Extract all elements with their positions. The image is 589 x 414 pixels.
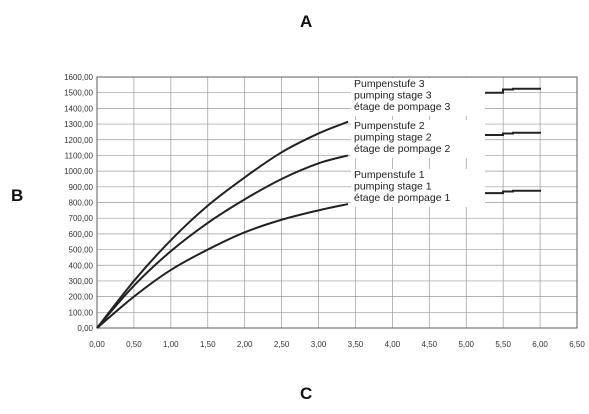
- curve-stage-1: [96, 203, 349, 329]
- x-tick-label: 1,00: [163, 340, 179, 349]
- x-tick-labels: 0,00 0,50 1,00 1,50 2,00 2,50 3,00 3,50 4,00 4,50…: [89, 340, 585, 349]
- y-tick-label: 1500,00: [64, 89, 93, 98]
- x-tick-label: 5,00: [458, 340, 474, 349]
- x-tick-label: 6,50: [569, 340, 585, 349]
- x-tick-label: 0,00: [89, 340, 105, 349]
- y-tick-label: 100,00: [69, 308, 94, 317]
- y-tick-label: 900,00: [69, 183, 94, 192]
- legend-box: [351, 120, 485, 158]
- y-tick-label: 1400,00: [64, 104, 93, 113]
- y-tick-label: 1300,00: [64, 120, 93, 129]
- x-tick-label: 2,00: [237, 340, 253, 349]
- legend-sample-line: [485, 87, 541, 94]
- x-tick-label: 4,50: [422, 340, 438, 349]
- top-axis-letter: A: [300, 12, 313, 31]
- plot-frame: [96, 76, 578, 329]
- y-tick-label: 800,00: [69, 199, 94, 208]
- y-tick-label: 1200,00: [64, 136, 93, 145]
- y-tick-label: 1100,00: [65, 151, 94, 160]
- grid: [96, 76, 578, 329]
- legend-sample-line: [485, 131, 541, 137]
- curve-stage-2: [96, 154, 349, 329]
- curves: [96, 120, 349, 329]
- y-tick-label: 500,00: [69, 246, 94, 255]
- legend-sample-line: [485, 189, 541, 195]
- y-tick-label: 600,00: [69, 230, 94, 239]
- y-tick-label: 400,00: [69, 261, 94, 270]
- y-tick-label: 1600,00: [64, 73, 93, 82]
- curve-stage-3: [96, 120, 349, 329]
- x-tick-label: 5,50: [495, 340, 511, 349]
- legend-box: [351, 169, 485, 207]
- y-tick-label: 700,00: [69, 214, 94, 223]
- y-tick-label: 200,00: [69, 293, 94, 302]
- x-tick-label: 4,00: [385, 340, 401, 349]
- legend-label-line: étage de pompage 2: [354, 143, 450, 155]
- legend-label-line: pumping stage 3: [354, 90, 432, 102]
- legend-label-line: Pumpenstufe 1: [354, 169, 425, 181]
- y-axis-letter: B: [11, 186, 24, 205]
- x-tick-label: 0,50: [126, 340, 142, 349]
- y-tick-label: 300,00: [69, 277, 94, 286]
- y-tick-label: 0,00: [77, 324, 93, 333]
- legend-label-line: étage de pompage 1: [354, 192, 450, 204]
- x-tick-label: 6,00: [532, 340, 548, 349]
- legend-label-line: étage de pompage 3: [354, 101, 450, 113]
- legend-label-line: pumping stage 2: [354, 132, 432, 144]
- x-axis-letter: C: [300, 384, 313, 403]
- x-tick-label: 3,00: [311, 340, 327, 349]
- y-tick-label: 1000,00: [64, 167, 93, 176]
- y-tick-labels: 0,00 100,00 200,00 300,00 400,00 500,00 600,00…: [64, 73, 93, 333]
- legend-label-line: Pumpenstufe 3: [354, 78, 425, 90]
- x-tick-label: 1,50: [200, 340, 216, 349]
- legend-box: [351, 78, 485, 116]
- x-tick-label: 2,50: [274, 340, 290, 349]
- legend-label-line: pumping stage 1: [354, 181, 432, 193]
- x-tick-label: 3,50: [348, 340, 364, 349]
- legend-label-line: Pumpenstufe 2: [354, 120, 425, 132]
